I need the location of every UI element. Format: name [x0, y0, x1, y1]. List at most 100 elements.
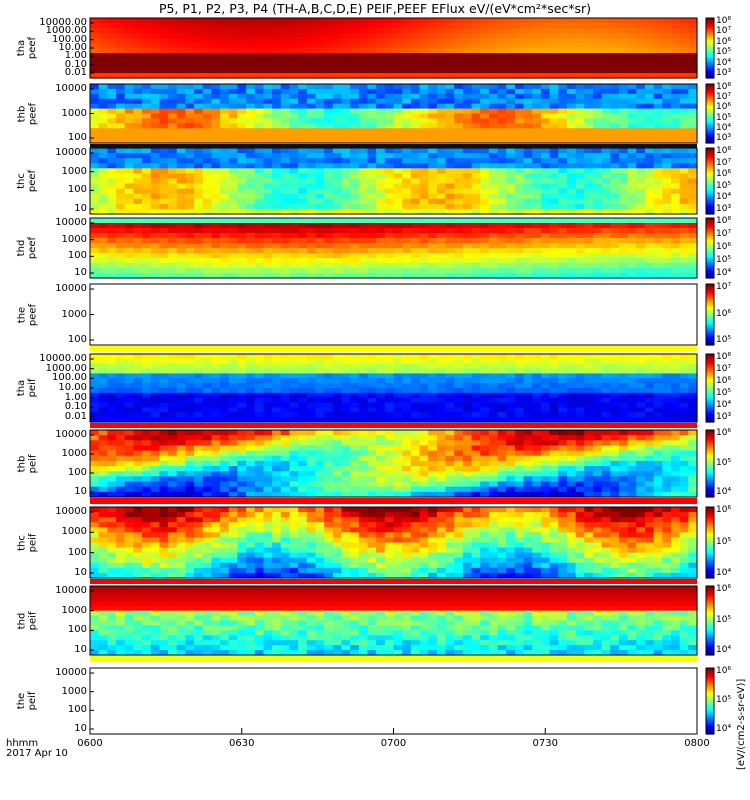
y-axis-label: peef [27, 303, 38, 326]
panel-ylabel: thc peif [16, 507, 40, 578]
y-axis-label: thc [16, 534, 27, 551]
y-tick-label: 1000 [61, 448, 87, 459]
y-tick-label: 1000.00 [45, 362, 87, 374]
y-tick-label: 0.10 [64, 58, 87, 70]
x-tick-label: 0730 [532, 738, 558, 749]
y-tick-label: 100.00 [52, 33, 87, 45]
y-tick-label: 10.00 [58, 382, 87, 393]
y-tick-label: 0.01 [64, 67, 87, 78]
y-tick-label: 10 [74, 723, 87, 734]
panel-ylabel: thb peef [16, 84, 40, 143]
colorbar-2 [705, 83, 715, 144]
colorbar-tick-label: 10⁴ [716, 192, 732, 203]
panel-ylabel: thd peef [16, 218, 40, 278]
y-axis-label: thb [16, 105, 27, 122]
panel-6 [89, 353, 698, 423]
y-tick-label: 10 [74, 203, 87, 214]
colorbar-4 [705, 217, 715, 279]
colorbar-tick-label: 10⁸ [716, 16, 732, 26]
panel-ylabel: thc peef [16, 148, 40, 214]
y-tick-label: 100 [67, 467, 87, 478]
figure-title: P5, P1, P2, P3, P4 (TH-A,B,C,D,E) PEIF,P… [158, 1, 592, 16]
y-tick-label: 100 [67, 334, 87, 345]
panel-ylabel: the peif [16, 668, 40, 734]
y-tick-label: 10.00 [58, 42, 87, 53]
panel-frame [89, 585, 698, 656]
panel-9 [89, 585, 698, 656]
colorbar-tick-label: 10⁷ [716, 92, 732, 103]
y-tick-label: 1000 [61, 233, 87, 245]
colorbar-8 [705, 506, 715, 579]
y-tick-label: 1000 [61, 526, 87, 538]
separator-bar [90, 144, 697, 148]
separator-bar [90, 423, 697, 428]
date-label: 2017 Apr 10 [6, 748, 68, 759]
y-tick-label: 100 [67, 184, 87, 196]
panel-frame [89, 283, 698, 346]
y-tick-label: 1.00 [64, 50, 87, 62]
y-axis-label: peef [27, 169, 38, 193]
y-tick-label: 10000 [55, 147, 87, 158]
colorbar-10 [705, 667, 715, 735]
x-unit-label: hhmm [6, 738, 39, 749]
colorbar-tick-label: 10⁵ [716, 695, 732, 705]
colorbar-tick-label: 10³ [716, 68, 732, 78]
colorbar-tick-label: 10⁵ [716, 255, 732, 265]
colorbar-tick-label: 10⁸ [716, 216, 732, 226]
y-axis-label: peif [27, 454, 38, 473]
colorbar-tick-label: 10⁸ [716, 146, 732, 156]
separator-bar [90, 656, 697, 662]
y-tick-label: 10000 [55, 667, 87, 678]
colorbar-tick-label: 10⁴ [716, 568, 732, 578]
colorbar-tick-label: 10⁵ [716, 536, 732, 547]
panel-frame [89, 667, 698, 735]
panel-2 [89, 83, 698, 144]
colorbar-tick-label: 10⁶ [716, 666, 732, 676]
y-axis-label: peif [27, 691, 38, 711]
y-tick-label: 10 [74, 567, 87, 578]
colorbar-tick-label: 10⁶ [716, 102, 732, 113]
y-axis-label: tha [16, 379, 27, 397]
colorbar-5 [705, 283, 715, 346]
y-tick-label: 10 [74, 486, 87, 497]
y-tick-label: 10000 [55, 429, 87, 440]
panel-ylabel: thd peif [16, 586, 40, 655]
colorbar-9 [705, 585, 715, 656]
colorbar-6 [705, 353, 715, 423]
colorbar-7 [705, 429, 715, 498]
colorbar-tick-label: 10⁷ [716, 26, 732, 37]
colorbar-tick-label: 10⁵ [716, 112, 732, 123]
colorbar-1 [705, 17, 715, 79]
colorbar-tick-label: 10⁵ [716, 335, 732, 345]
y-tick-label: 100 [67, 704, 87, 716]
colorbar-tick-label: 10⁴ [716, 724, 732, 734]
separator-bar [90, 498, 697, 504]
colorbar-tick-label: 10⁶ [716, 505, 732, 515]
colorbar-tick-label: 10⁷ [716, 282, 732, 292]
y-axis-label: peif [27, 533, 38, 552]
y-axis-label: peef [27, 36, 38, 60]
y-tick-label: 100 [67, 250, 87, 262]
y-axis-label: tha [16, 39, 27, 57]
colorbar-tick-label: 10⁵ [716, 457, 732, 468]
y-axis-label: the [16, 306, 27, 323]
y-tick-label: 10000.00 [39, 353, 87, 364]
colorbar-3 [705, 147, 715, 215]
y-tick-label: 100 [67, 624, 87, 636]
y-tick-label: 100 [67, 546, 87, 558]
y-tick-label: 10000 [55, 506, 87, 517]
panel-frame [89, 217, 698, 279]
y-axis-label: thd [16, 612, 27, 629]
separator-bar [90, 346, 697, 351]
panel-ylabel: tha peef [16, 18, 40, 78]
colorbar-tick-label: 10⁸ [716, 352, 732, 362]
y-tick-label: 1000 [61, 107, 87, 119]
panel-4 [89, 217, 698, 279]
colorbar-tick-label: 10⁴ [716, 400, 732, 410]
colorbar-tick-label: 10⁶ [716, 428, 732, 438]
panel-8 [89, 506, 698, 579]
colorbar-tick-label: 10⁷ [716, 157, 732, 168]
y-axis-label: peif [27, 611, 38, 630]
panel-1 [89, 17, 698, 79]
y-tick-label: 1000 [61, 308, 87, 320]
